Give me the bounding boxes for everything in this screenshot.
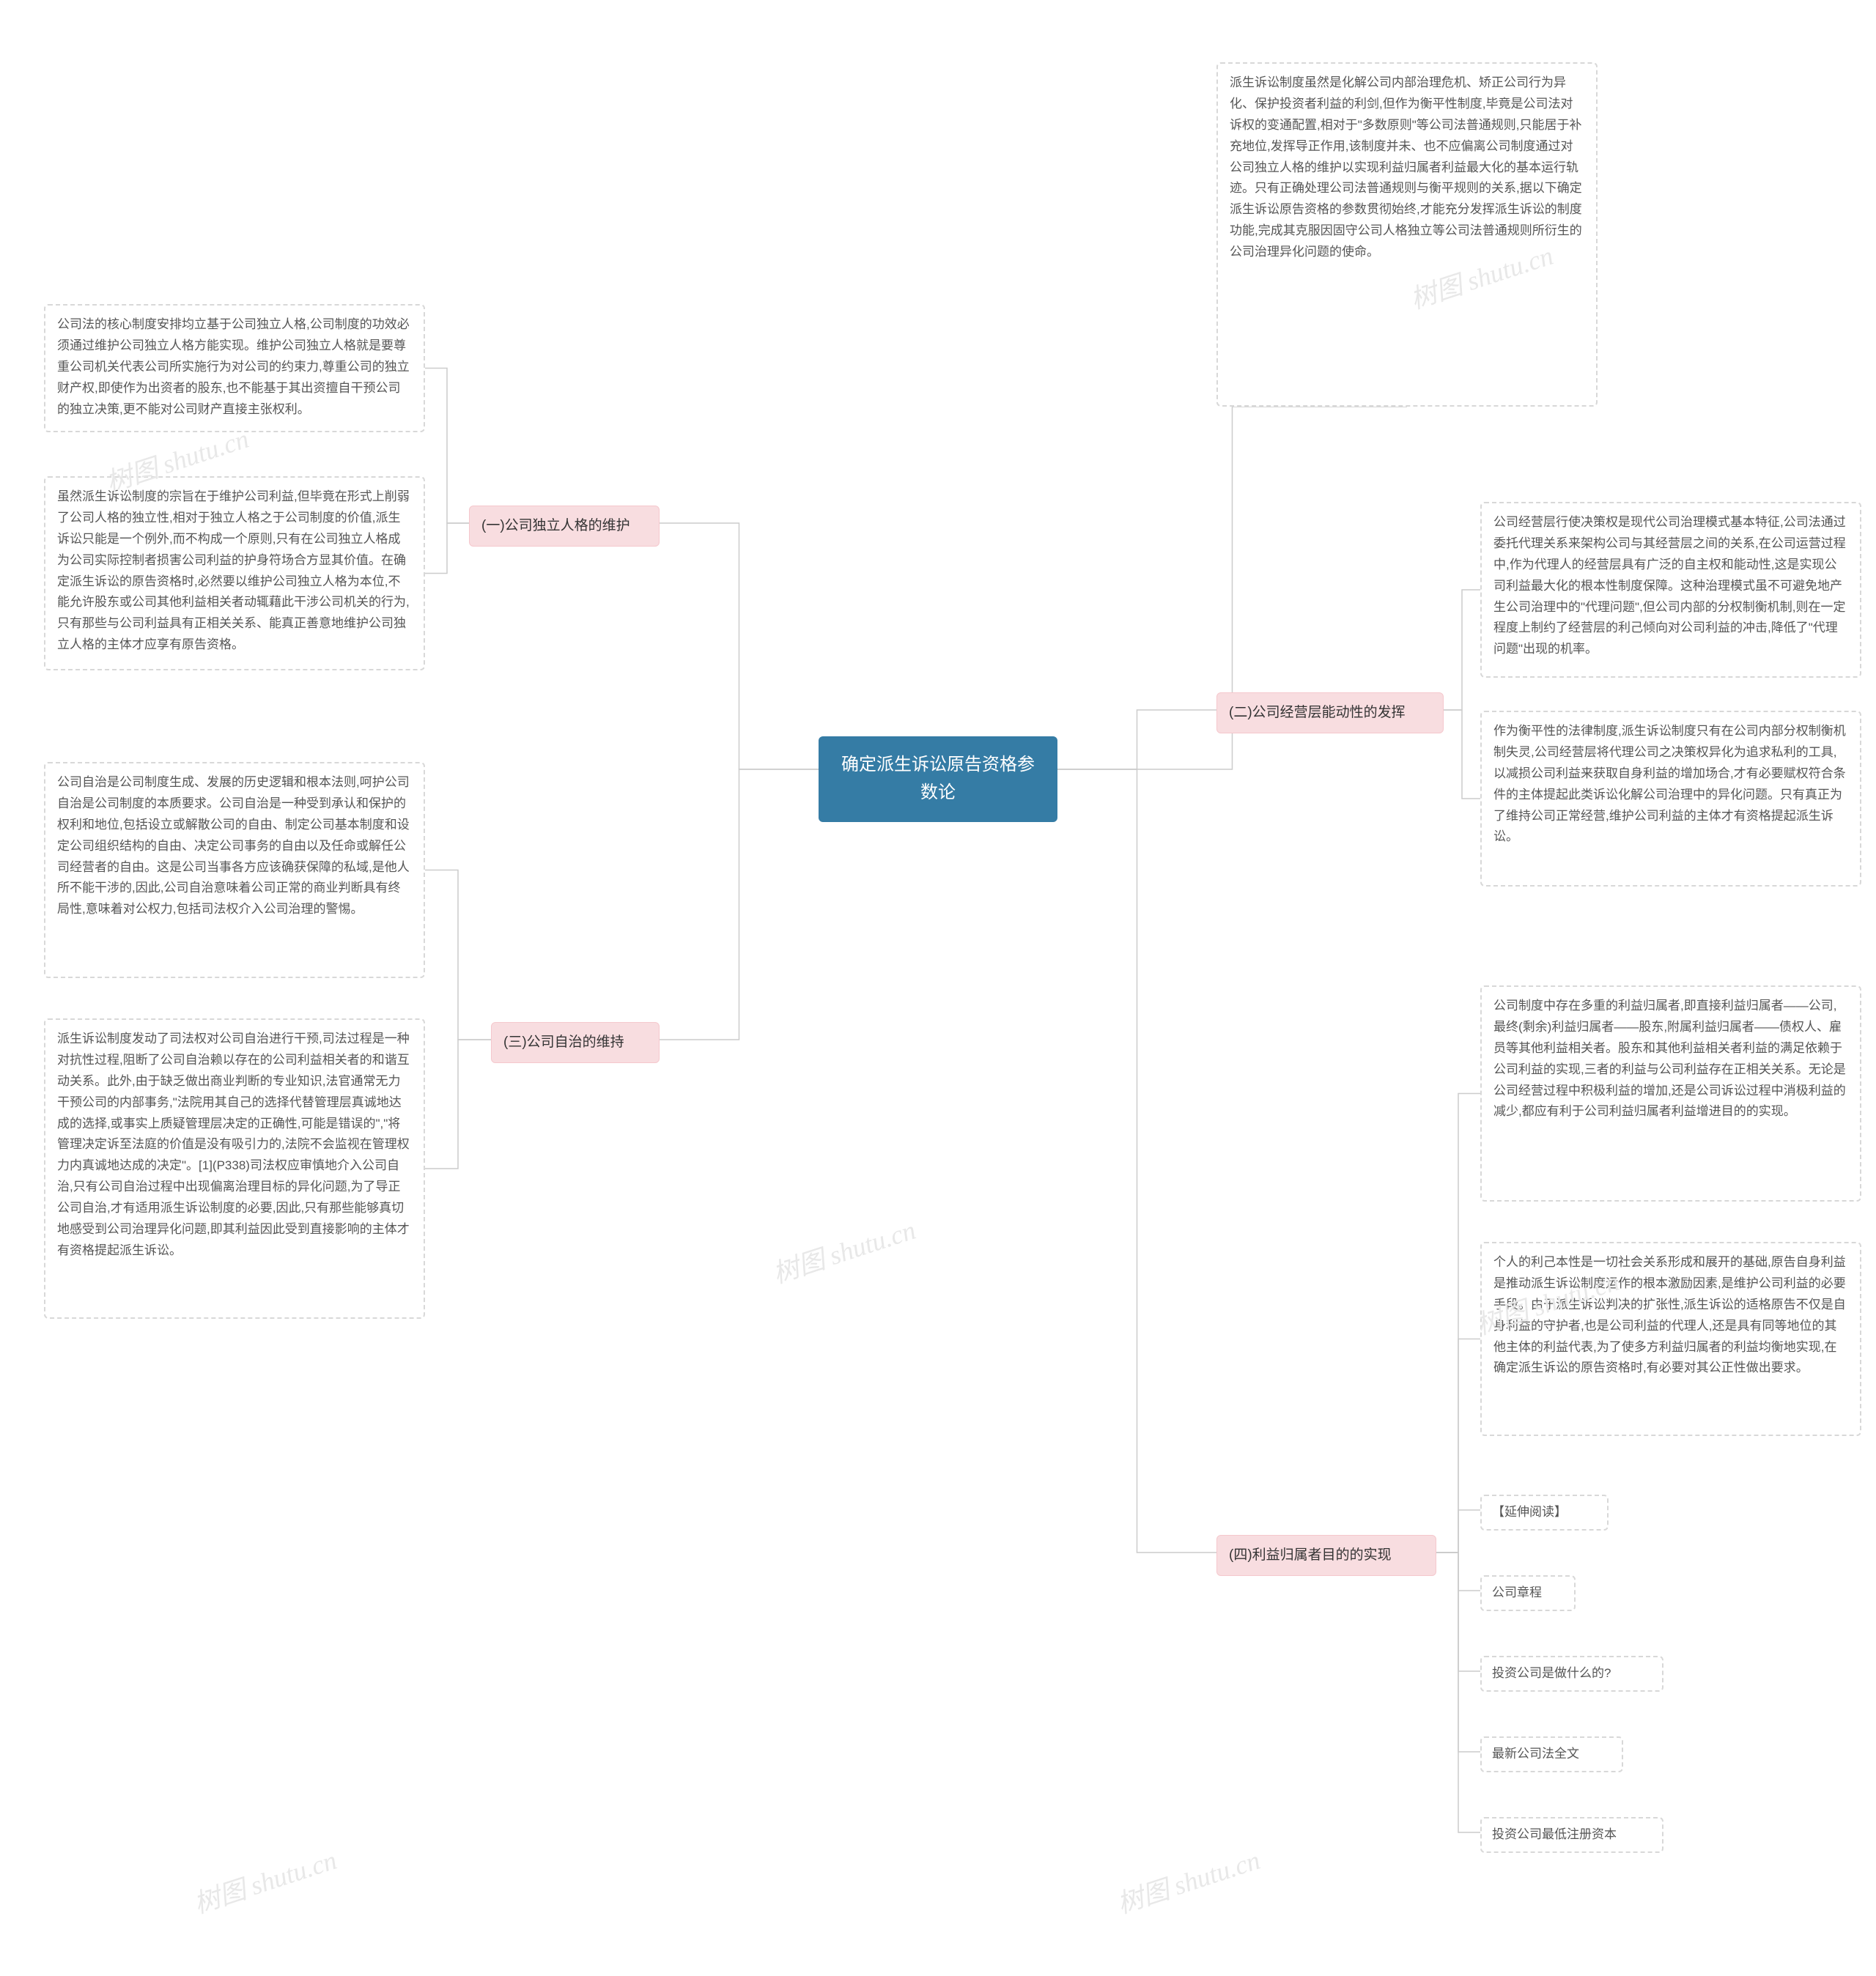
branch-4-label: (四)利益归属者目的的实现 [1229, 1547, 1392, 1563]
leaf-text: 公司经营层行使决策权是现代公司治理模式基本特征,公司法通过委托代理关系来架构公司… [1493, 515, 1846, 656]
branch-1: (一)公司独立人格的维护 [469, 506, 660, 547]
branch-4-leaf-7: 投资公司最低注册资本 [1480, 1817, 1663, 1853]
leaf-text: 【延伸阅读】 [1492, 1505, 1567, 1519]
mindmap-center-node: 确定派生诉讼原告资格参数论 [819, 736, 1057, 822]
branch-4-leaf-6: 最新公司法全文 [1480, 1736, 1623, 1772]
branch-3-leaf-2: 派生诉讼制度发动了司法权对公司自治进行干预,司法过程是一种对抗性过程,阻断了公司… [44, 1018, 425, 1319]
branch-2-leaf-2: 作为衡平性的法律制度,派生诉讼制度只有在公司内部分权制衡机制失灵,公司经营层将代… [1480, 711, 1861, 887]
branch-4: (四)利益归属者目的的实现 [1216, 1535, 1436, 1576]
branch-2: (二)公司经营层能动性的发挥 [1216, 692, 1444, 733]
leaf-text: 个人的利己本性是一切社会关系形成和展开的基础,原告自身利益是推动派生诉讼制度运作… [1493, 1255, 1846, 1374]
branch-3-leaf-1: 公司自治是公司制度生成、发展的历史逻辑和根本法则,呵护公司自治是公司制度的本质要… [44, 762, 425, 978]
leaf-text: 最新公司法全文 [1492, 1747, 1579, 1761]
branch-4-leaf-5: 投资公司是做什么的? [1480, 1656, 1663, 1692]
leaf-text: 投资公司是做什么的? [1492, 1666, 1611, 1680]
branch-2-top-leaf: 派生诉讼制度虽然是化解公司内部治理危机、矫正公司行为异化、保护投资者利益的利剑,… [1216, 62, 1598, 407]
leaf-text: 派生诉讼制度虽然是化解公司内部治理危机、矫正公司行为异化、保护投资者利益的利剑,… [1230, 75, 1582, 259]
branch-2-label: (二)公司经营层能动性的发挥 [1229, 705, 1406, 720]
branch-4-leaf-1: 公司制度中存在多重的利益归属者,即直接利益归属者——公司,最终(剩余)利益归属者… [1480, 985, 1861, 1202]
leaf-text: 投资公司最低注册资本 [1492, 1827, 1617, 1841]
center-label: 确定派生诉讼原告资格参数论 [841, 755, 1035, 802]
leaf-text: 公司制度中存在多重的利益归属者,即直接利益归属者——公司,最终(剩余)利益归属者… [1493, 999, 1846, 1118]
leaf-text: 公司章程 [1492, 1585, 1542, 1599]
branch-3-label: (三)公司自治的维持 [503, 1035, 624, 1050]
branch-4-leaf-2: 个人的利己本性是一切社会关系形成和展开的基础,原告自身利益是推动派生诉讼制度运作… [1480, 1242, 1861, 1436]
watermark: 树图 shutu.cn [767, 1209, 920, 1291]
leaf-text: 公司法的核心制度安排均立基于公司独立人格,公司制度的功效必须通过维护公司独立人格… [57, 317, 410, 416]
watermark: 树图 shutu.cn [1112, 1839, 1264, 1921]
branch-4-leaf-3: 【延伸阅读】 [1480, 1495, 1609, 1531]
branch-1-label: (一)公司独立人格的维护 [481, 518, 630, 533]
leaf-text: 派生诉讼制度发动了司法权对公司自治进行干预,司法过程是一种对抗性过程,阻断了公司… [57, 1032, 410, 1257]
branch-3: (三)公司自治的维持 [491, 1022, 660, 1063]
branch-1-leaf-2: 虽然派生诉讼制度的宗旨在于维护公司利益,但毕竟在形式上削弱了公司人格的独立性,相… [44, 476, 425, 670]
leaf-text: 作为衡平性的法律制度,派生诉讼制度只有在公司内部分权制衡机制失灵,公司经营层将代… [1493, 724, 1846, 843]
watermark: 树图 shutu.cn [188, 1839, 341, 1921]
branch-4-leaf-4: 公司章程 [1480, 1575, 1576, 1611]
leaf-text: 公司自治是公司制度生成、发展的历史逻辑和根本法则,呵护公司自治是公司制度的本质要… [57, 775, 410, 916]
branch-2-leaf-1: 公司经营层行使决策权是现代公司治理模式基本特征,公司法通过委托代理关系来架构公司… [1480, 502, 1861, 678]
leaf-text: 虽然派生诉讼制度的宗旨在于维护公司利益,但毕竟在形式上削弱了公司人格的独立性,相… [57, 489, 410, 651]
branch-1-leaf-1: 公司法的核心制度安排均立基于公司独立人格,公司制度的功效必须通过维护公司独立人格… [44, 304, 425, 432]
